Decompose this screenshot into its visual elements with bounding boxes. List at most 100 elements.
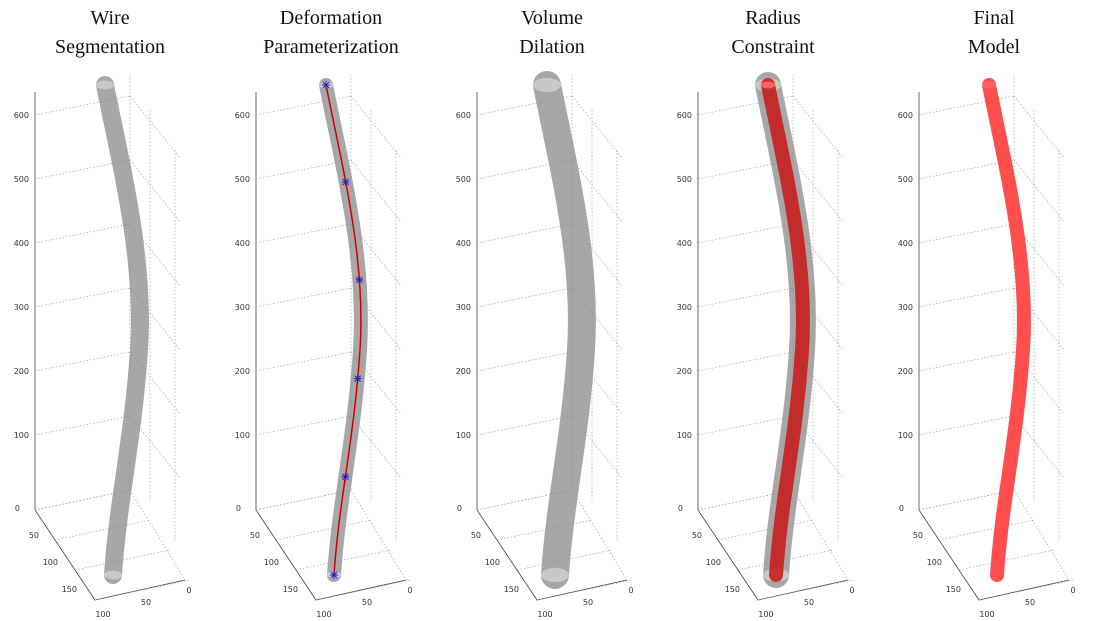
- panel-title: Segmentation: [55, 36, 165, 58]
- x-tick-label: 100: [316, 610, 331, 619]
- axis-line: [34, 92, 186, 601]
- axis-line: [918, 92, 1070, 601]
- back-grid: [918, 75, 1070, 581]
- grid-line: [717, 519, 814, 541]
- grid-line: [1013, 95, 1065, 159]
- grid-line: [129, 95, 181, 159]
- grid-line: [54, 519, 151, 541]
- panel: RadiusConstraint600500400300200100050100…: [677, 7, 855, 619]
- y-tick-label: 0: [678, 504, 683, 513]
- control-point: [341, 177, 350, 186]
- y-tick-label: 150: [283, 585, 298, 594]
- z-tick-label: 300: [14, 303, 29, 312]
- y-tick-label: 50: [913, 531, 923, 540]
- z-tick-label: 500: [14, 175, 29, 184]
- x-tick-label: 100: [758, 610, 773, 619]
- y-tick-label: 50: [471, 531, 481, 540]
- panel-title: Dilation: [519, 36, 585, 58]
- centerline: [325, 84, 362, 576]
- z-tick-label: 100: [235, 431, 250, 440]
- y-tick-label: 50: [692, 531, 702, 540]
- x-tick-label: 50: [141, 598, 151, 607]
- panel-title: Model: [968, 36, 1021, 58]
- grid-line: [350, 415, 402, 479]
- panel: FinalModel600500400300200100050100150100…: [898, 7, 1076, 619]
- z-tick-label: 300: [456, 303, 471, 312]
- control-point: [330, 571, 338, 579]
- x-tick-label: 50: [1025, 598, 1035, 607]
- tube-gray: [96, 76, 149, 584]
- z-tick-label: 100: [677, 431, 692, 440]
- z-tick-label: 400: [456, 239, 471, 248]
- grid-line: [792, 287, 844, 351]
- grid-line: [1013, 287, 1065, 351]
- back-grid: [255, 75, 407, 581]
- grid-line: [129, 415, 181, 479]
- control-point: [353, 374, 362, 383]
- panel-title: Constraint: [731, 36, 815, 58]
- grid-line: [697, 415, 794, 436]
- grid-line: [571, 287, 623, 351]
- panel-title: Deformation: [280, 7, 382, 29]
- panel: WireSegmentation600500400300200100050100…: [14, 7, 192, 619]
- grid-line: [792, 159, 844, 223]
- grid-line: [350, 159, 402, 223]
- grid-line: [792, 223, 844, 287]
- z-tick-label: 400: [677, 239, 692, 248]
- tube-cap: [761, 81, 775, 89]
- grid-line: [255, 223, 352, 244]
- z-tick-label: 300: [898, 303, 913, 312]
- grid-line: [476, 287, 573, 308]
- y-tick-label: 0: [457, 504, 462, 513]
- tube-gray: [319, 78, 368, 582]
- y-tick-label: 150: [725, 585, 740, 594]
- x-tick-label: 0: [1070, 586, 1075, 595]
- y-tick-label: 0: [236, 504, 241, 513]
- y-tick-label: 0: [15, 504, 20, 513]
- grid-line: [255, 415, 352, 436]
- grid-line: [571, 415, 623, 479]
- grid-line: [34, 223, 131, 244]
- z-tick-label: 600: [456, 111, 471, 120]
- x-tick-label: 50: [583, 598, 593, 607]
- grid-line: [255, 287, 352, 308]
- z-tick-label: 200: [14, 367, 29, 376]
- grid-line: [350, 351, 402, 415]
- y-tick-label: 100: [706, 558, 721, 567]
- grid-line: [94, 579, 191, 601]
- x-tick-label: 0: [628, 586, 633, 595]
- grid-line: [1013, 415, 1065, 479]
- grid-line: [918, 287, 1015, 308]
- grid-line: [255, 351, 352, 372]
- grid-line: [918, 415, 1015, 436]
- x-tick-label: 100: [537, 610, 552, 619]
- axis-line: [697, 92, 849, 601]
- z-tick-label: 400: [14, 239, 29, 248]
- x-tick-label: 0: [186, 586, 191, 595]
- grid-line: [34, 287, 131, 308]
- z-tick-label: 200: [456, 367, 471, 376]
- y-tick-label: 100: [264, 558, 279, 567]
- grid-line: [978, 579, 1075, 601]
- tube-gray: [533, 71, 596, 589]
- z-tick-label: 100: [898, 431, 913, 440]
- panel-title: Volume: [521, 7, 583, 29]
- grid-line: [571, 159, 623, 223]
- y-tick-label: 150: [62, 585, 77, 594]
- control-point: [341, 472, 350, 481]
- grid-line: [275, 519, 372, 541]
- grid-line: [938, 519, 1035, 541]
- panel-title: Radius: [745, 7, 801, 29]
- panel: VolumeDilation60050040030020010005010015…: [456, 7, 634, 619]
- grid-line: [315, 579, 412, 601]
- z-tick-label: 300: [677, 303, 692, 312]
- z-tick-label: 600: [235, 111, 250, 120]
- z-tick-label: 200: [677, 367, 692, 376]
- grid-line: [350, 95, 402, 159]
- z-tick-label: 200: [235, 367, 250, 376]
- panel-title: Parameterization: [263, 36, 399, 58]
- grid-line: [350, 223, 402, 287]
- grid-line: [918, 489, 1015, 511]
- grid-line: [129, 223, 181, 287]
- z-tick-label: 500: [456, 175, 471, 184]
